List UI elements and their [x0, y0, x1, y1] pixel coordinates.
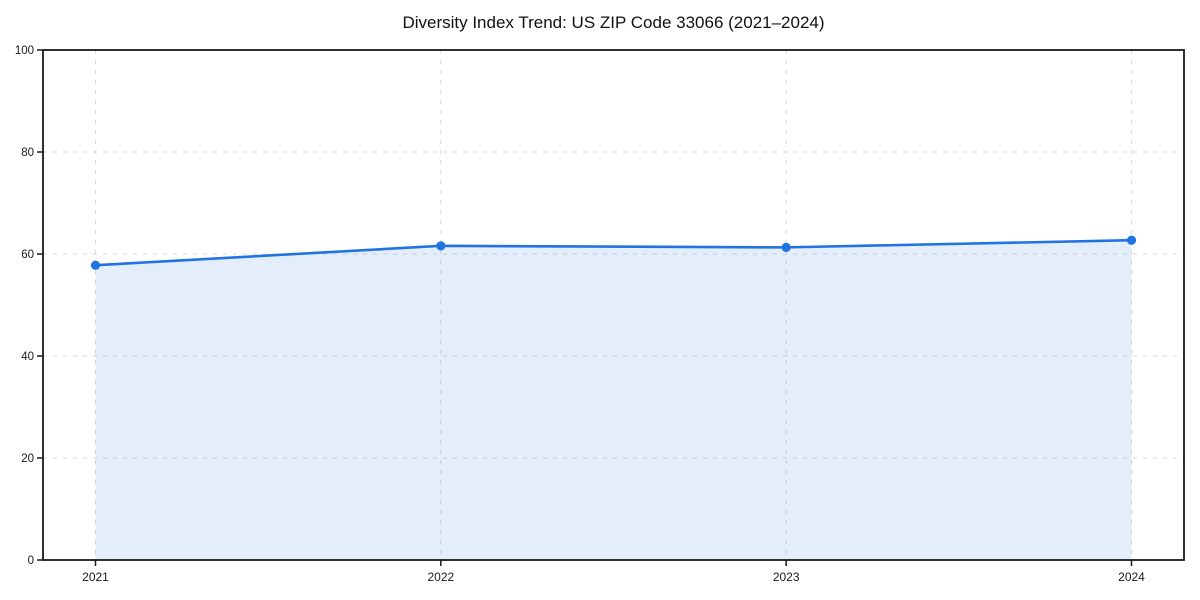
y-tick-label: 80: [21, 147, 34, 159]
data-point-2022: [436, 241, 446, 251]
x-tick-label: 2024: [1118, 570, 1145, 584]
data-point-2024: [1126, 235, 1137, 245]
y-tick-label: 20: [21, 453, 34, 465]
y-tick-label: 100: [15, 45, 34, 57]
y-tick-label: 0: [28, 555, 34, 567]
chart-title: Diversity Index Trend: US ZIP Code 33066…: [402, 13, 825, 32]
y-tick-label: 60: [21, 249, 34, 261]
data-point-2023: [781, 242, 791, 252]
x-tick-label: 2021: [82, 570, 109, 584]
trend-line: [94, 238, 1133, 267]
data-point-2021: [90, 260, 101, 270]
plot-border: [42, 49, 1185, 561]
x-tick-label: 2023: [773, 570, 800, 584]
x-tick-label: 2022: [427, 570, 454, 584]
area-fill: [95, 240, 1132, 561]
y-tick-label: 40: [21, 351, 34, 363]
